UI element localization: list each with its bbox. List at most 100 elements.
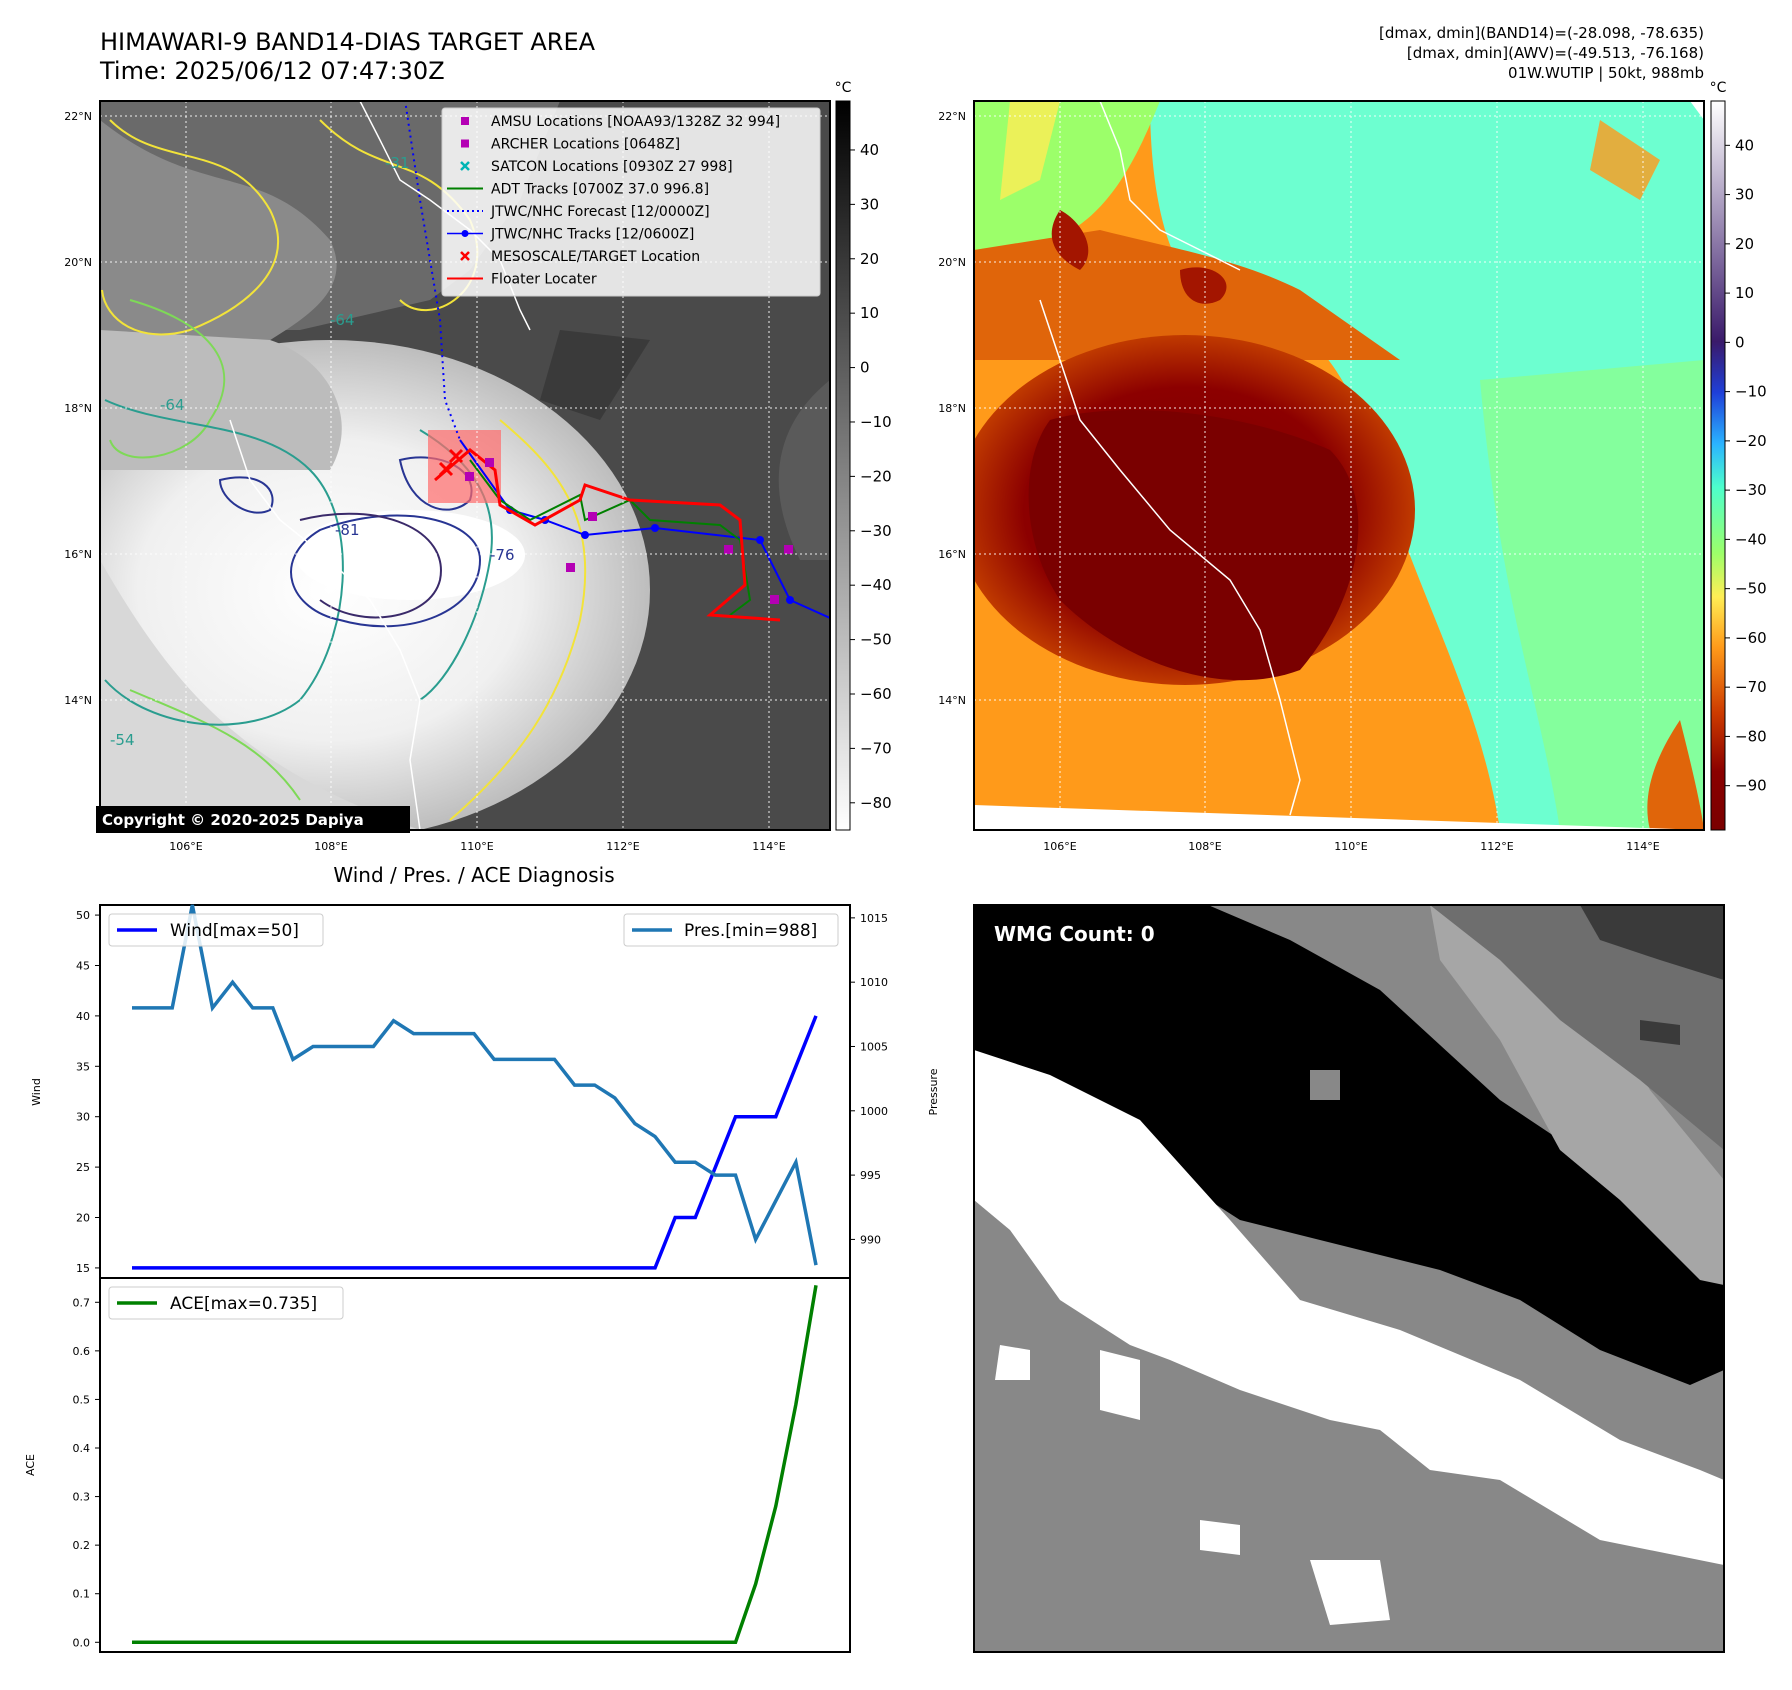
lat-label: 16°N — [64, 548, 92, 561]
contour-label-54: -54 — [110, 731, 135, 749]
legend-marker-square — [461, 139, 469, 148]
color-colorbar-tick-label: 40 — [1735, 136, 1754, 154]
legend-entry-label: Floater Locater — [491, 272, 597, 288]
pressure-ytick-label: 1000 — [860, 1105, 888, 1118]
contour-label-31: -31 — [385, 154, 410, 172]
lat-label: 22°N — [938, 110, 966, 123]
ace-ytick-label: 0.7 — [73, 1296, 91, 1309]
ace-ytick-label: 0.1 — [73, 1588, 91, 1601]
wind-axis-label: Wind — [30, 1078, 43, 1106]
contour-label-64b: -64 — [330, 311, 355, 329]
ace-legend-label: ACE[max=0.735] — [170, 1294, 317, 1314]
lat-label: 14°N — [938, 694, 966, 707]
wind-ytick-label: 25 — [76, 1161, 90, 1174]
lon-label: 114°E — [752, 840, 785, 853]
lat-label: 18°N — [938, 402, 966, 415]
wind-legend-label: Wind[max=50] — [170, 921, 299, 941]
legend-marker-dot — [461, 230, 469, 237]
title-line-1: HIMAWARI-9 BAND14-DIAS TARGET AREA — [100, 28, 596, 56]
gray-colorbar-tick-label: 0 — [860, 359, 870, 377]
gray-colorbar-tick-label: −40 — [860, 576, 892, 594]
pressure-legend-box — [623, 913, 839, 947]
wind-legend-box — [108, 913, 324, 947]
wind-ytick-label: 30 — [76, 1111, 90, 1124]
copyright-box — [96, 806, 410, 833]
contour-label-81: -81 — [335, 521, 360, 539]
color-colorbar-tick-label: −70 — [1735, 678, 1767, 696]
gray-colorbar-tick-label: 20 — [860, 250, 879, 268]
gray-colorbar-tick-label: −80 — [860, 794, 892, 812]
lon-label: 114°E — [1626, 840, 1659, 853]
lat-label: 14°N — [64, 694, 92, 707]
legend-entry-label: JTWC/NHC Forecast [12/0000Z] — [490, 204, 710, 220]
gray-colorbar-tick-label: −60 — [860, 685, 892, 703]
legend-marker-x — [460, 161, 470, 171]
ace-series-line — [132, 1284, 818, 1645]
ace-ytick-label: 0.6 — [73, 1345, 91, 1358]
pressure-ytick-label: 990 — [860, 1233, 881, 1246]
pressure-series-line — [132, 904, 818, 1266]
info-line-2: [dmax, dmin](AWV)=(-49.513, -76.168) — [1407, 44, 1704, 62]
color-colorbar-tick-label: 30 — [1735, 186, 1754, 204]
legend-marker-square — [461, 117, 469, 125]
ace-ytick-label: 0.2 — [73, 1539, 91, 1552]
wind-series-line — [132, 1015, 818, 1270]
lat-label: 20°N — [64, 256, 92, 269]
ace-chart: 0.0 0.1 0.2 0.3 0.4 0.5 0.6 0.7 ACE[max=0.735] — [73, 1284, 818, 1649]
lat-label: 18°N — [64, 402, 92, 415]
color-map — [974, 101, 1704, 830]
pressure-ytick-label: 1005 — [860, 1040, 888, 1053]
info-line-1: [dmax, dmin](BAND14)=(-28.098, -78.635) — [1379, 24, 1704, 42]
color-colorbar-tick-label: 10 — [1735, 284, 1754, 302]
color-colorbar-ticks: 40 30 20 10 0 −10 −20 −30 −40 −50 −60 −70 −80 −90 — [1725, 136, 1767, 795]
color-colorbar-tick-label: −50 — [1735, 580, 1767, 598]
lat-label: 16°N — [938, 548, 966, 561]
legend-entry-label: ADT Tracks [0700Z 37.0 996.8] — [491, 182, 709, 198]
map1-axis-labels: 22°N 20°N 18°N 16°N 14°N 106°E 108°E 110°E 112°E… — [64, 110, 786, 853]
pressure-ytick-label: 1010 — [860, 976, 888, 989]
pressure-ytick-label: 995 — [860, 1169, 881, 1182]
lon-label: 108°E — [314, 840, 347, 853]
lon-label: 110°E — [1334, 840, 1367, 853]
map2-axis-labels: 22°N 20°N 18°N 16°N 14°N 106°E 108°E 110°E 112°E… — [938, 110, 1660, 853]
color-colorbar-tick-label: −80 — [1735, 727, 1767, 745]
ace-ytick-label: 0.3 — [73, 1491, 91, 1504]
wind-ytick-label: 35 — [76, 1060, 90, 1073]
color-colorbar-tick-label: −90 — [1735, 777, 1767, 795]
lat-label: 20°N — [938, 256, 966, 269]
color-colorbar-unit: °C — [1710, 80, 1727, 96]
legend-entry-label: JTWC/NHC Tracks [12/0600Z] — [490, 227, 694, 243]
color-colorbar-tick-label: −40 — [1735, 530, 1767, 548]
title-line-2: Time: 2025/06/12 07:47:30Z — [99, 57, 445, 85]
gray-colorbar-tick-label: −10 — [860, 413, 892, 431]
info-line-3: 01W.WUTIP | 50kt, 988mb — [1508, 64, 1704, 82]
diagnosis-title: Wind / Pres. / ACE Diagnosis — [333, 863, 614, 887]
legend-entry-label: ARCHER Locations [0648Z] — [491, 137, 680, 153]
contour-label-76: -76 — [490, 546, 515, 564]
copyright-text: Copyright © 2020-2025 Dapiya — [102, 811, 364, 829]
ace-ytick-label: 0.5 — [73, 1393, 91, 1406]
legend-items: AMSU Locations [NOAA93/1328Z 32 994] ARCH… — [447, 114, 780, 288]
gray-colorbar-tick-label: −20 — [860, 467, 892, 485]
pressure-legend-label: Pres.[min=988] — [684, 921, 817, 941]
color-colorbar-tick-label: −10 — [1735, 383, 1767, 401]
map-legend — [441, 107, 821, 297]
gray-colorbar-unit: °C — [835, 80, 852, 96]
color-colorbar-tick-label: −20 — [1735, 432, 1767, 450]
lon-label: 110°E — [460, 840, 493, 853]
gray-colorbar-tick-label: −70 — [860, 739, 892, 757]
wind-ytick-label: 50 — [76, 909, 90, 922]
gray-colorbar-tick-label: 40 — [860, 141, 879, 159]
ace-legend-box — [108, 1286, 344, 1320]
color-colorbar — [1710, 100, 1726, 831]
pressure-axis-label: Pressure — [927, 1068, 940, 1115]
color-colorbar-tick-label: −30 — [1735, 481, 1767, 499]
pressure-ytick-label: 1015 — [860, 912, 888, 925]
wind-pres-axes — [99, 904, 851, 1279]
lon-label: 106°E — [169, 840, 202, 853]
legend-entry-label: SATCON Locations [0930Z 27 998] — [491, 159, 733, 175]
lon-label: 108°E — [1188, 840, 1221, 853]
gray-colorbar-tick-label: −50 — [860, 631, 892, 649]
color-colorbar-tick-label: 20 — [1735, 235, 1754, 253]
